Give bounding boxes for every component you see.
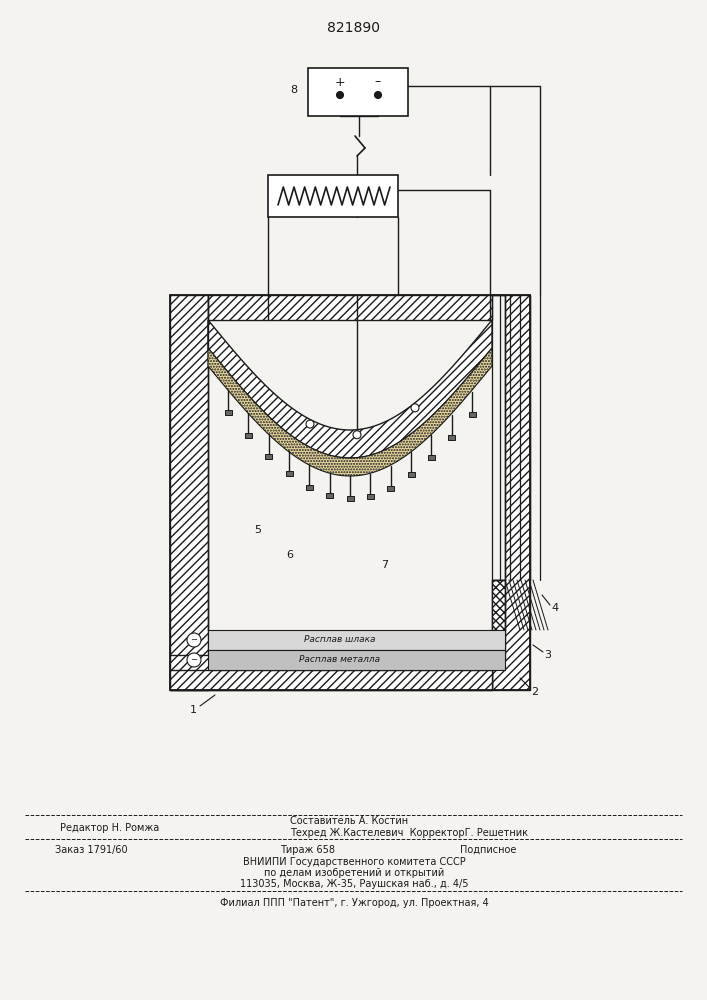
Text: 821890: 821890 <box>327 21 380 35</box>
Text: −: − <box>190 636 197 645</box>
Text: Филиал ППП "Патент", г. Ужгород, ул. Проектная, 4: Филиал ППП "Патент", г. Ужгород, ул. Про… <box>220 898 489 908</box>
Text: –: – <box>375 76 381 89</box>
Polygon shape <box>208 650 505 670</box>
Bar <box>286 471 293 476</box>
Polygon shape <box>208 320 492 458</box>
Bar <box>367 494 374 499</box>
Polygon shape <box>208 295 492 320</box>
Text: +: + <box>334 76 345 89</box>
Text: 6: 6 <box>286 550 293 560</box>
Text: 3: 3 <box>544 650 551 660</box>
Text: 5: 5 <box>255 525 262 535</box>
Polygon shape <box>208 348 492 476</box>
Text: Заказ 1791/60: Заказ 1791/60 <box>55 845 128 855</box>
Circle shape <box>353 431 361 439</box>
Bar <box>469 412 476 417</box>
Bar <box>308 68 408 116</box>
Circle shape <box>306 420 314 428</box>
Text: 113035, Москва, Ж-35, Раушская наб., д. 4/5: 113035, Москва, Ж-35, Раушская наб., д. … <box>240 879 468 889</box>
Circle shape <box>337 92 344 99</box>
Bar <box>225 410 231 415</box>
Circle shape <box>375 92 382 99</box>
Polygon shape <box>170 295 208 690</box>
Polygon shape <box>492 580 505 660</box>
Text: Техред Ж.Кастелевич  КорректорГ. Решетник: Техред Ж.Кастелевич КорректорГ. Решетник <box>290 828 528 838</box>
Polygon shape <box>492 295 530 690</box>
Polygon shape <box>170 655 492 690</box>
Polygon shape <box>170 670 492 690</box>
Text: Расплав металла: Расплав металла <box>300 656 380 664</box>
Text: 2: 2 <box>532 687 539 697</box>
Text: 8: 8 <box>291 85 298 95</box>
Bar <box>268 175 398 217</box>
Text: Тираж 658: Тираж 658 <box>280 845 335 855</box>
Text: Редактор Н. Ромжа: Редактор Н. Ромжа <box>60 823 159 833</box>
Bar <box>346 496 354 501</box>
Text: Расплав шлака: Расплав шлака <box>304 636 375 645</box>
Bar <box>265 454 272 459</box>
Text: Подписное: Подписное <box>460 845 516 855</box>
Bar <box>326 493 333 498</box>
Text: ВНИИПИ Государственного комитета СССР: ВНИИПИ Государственного комитета СССР <box>243 857 465 867</box>
Text: −: − <box>190 656 197 664</box>
Text: по делам изобретений и открытий: по делам изобретений и открытий <box>264 868 444 878</box>
Bar <box>428 455 435 460</box>
Text: 1: 1 <box>189 705 197 715</box>
Bar <box>448 435 455 440</box>
Bar <box>245 433 252 438</box>
Circle shape <box>187 633 201 647</box>
Polygon shape <box>208 630 505 650</box>
Bar <box>407 472 414 477</box>
Text: Составитель А. Костин: Составитель А. Костин <box>290 816 408 826</box>
Text: 7: 7 <box>382 560 389 570</box>
Circle shape <box>411 404 419 412</box>
Text: 4: 4 <box>551 603 559 613</box>
Bar <box>387 486 395 491</box>
Bar <box>306 485 312 490</box>
Circle shape <box>187 653 201 667</box>
